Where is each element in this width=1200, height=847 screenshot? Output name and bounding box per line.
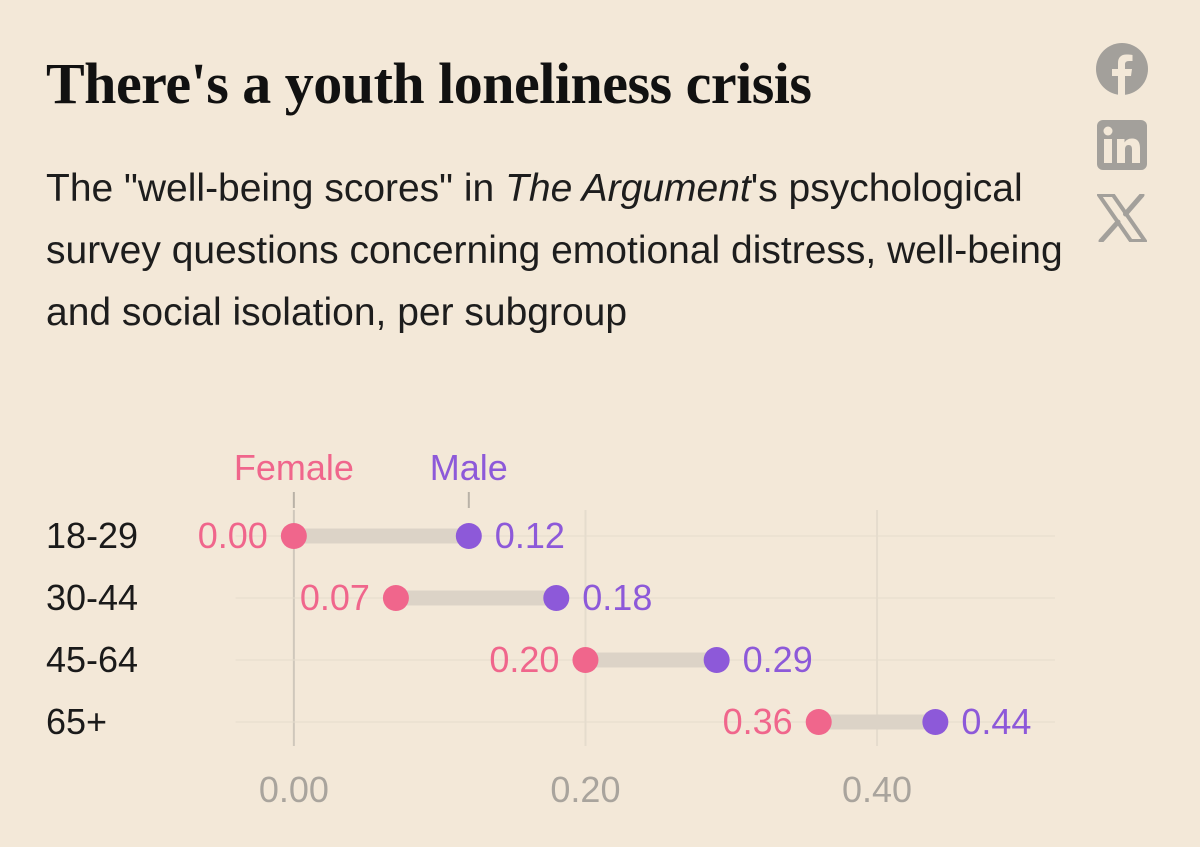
x-tick-label: 0.40 [842,769,912,810]
subtitle-publication: The Argument [505,167,751,210]
x-tick-label: 0.00 [259,769,329,810]
subtitle-text-1: The "well-being scores" in [46,167,506,210]
female-point [805,709,832,735]
male-value-label: 0.12 [495,515,565,556]
female-point [382,585,409,611]
category-label: 18-29 [46,515,138,556]
female-point [280,523,307,549]
x-icon[interactable] [1097,194,1147,242]
category-label: 30-44 [46,577,138,618]
legend-male-label: Male [430,447,508,488]
dumbbell-chart: Female Male 18-29 0.00 0.12 30-44 0.07 0.18 45-6… [46,447,1055,810]
male-value-label: 0.18 [582,577,652,618]
female-value-label: 0.36 [723,701,793,742]
male-value-label: 0.29 [743,639,813,680]
subtitle-text-2: 's psychological survey questions concer… [46,167,1063,334]
male-point [922,709,949,735]
category-label: 65+ [46,701,107,742]
male-point [703,647,730,673]
legend-female-label: Female [234,447,354,488]
chart-title: There's a youth loneliness crisis [46,51,812,116]
female-value-label: 0.20 [489,639,559,680]
female-value-label: 0.07 [300,577,370,618]
male-value-label: 0.44 [961,701,1031,742]
linkedin-icon[interactable] [1097,120,1147,170]
chart-subtitle: The "well-being scores" in The Argument'… [46,158,1076,344]
male-point [543,585,570,611]
category-label: 45-64 [46,639,138,680]
female-point [572,647,599,673]
facebook-icon[interactable] [1095,42,1149,96]
x-tick-label: 0.20 [550,769,620,810]
share-bar [1094,42,1150,242]
female-value-label: 0.00 [198,515,268,556]
male-point [455,523,482,549]
